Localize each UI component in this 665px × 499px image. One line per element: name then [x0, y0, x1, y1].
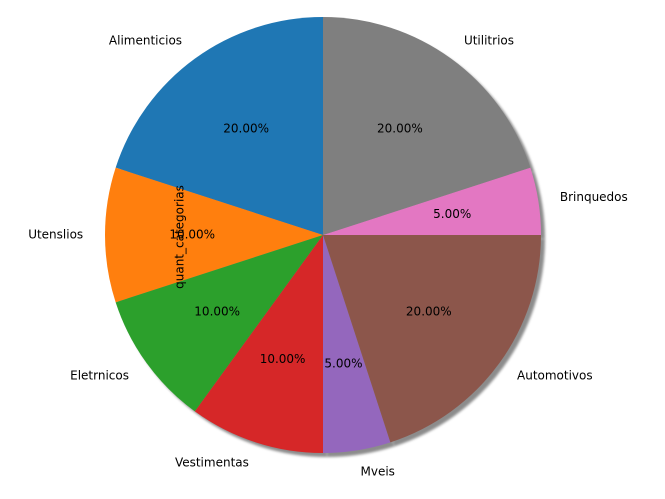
slice-label-eletrnicos: Eletrnicos	[70, 368, 129, 382]
slice-percent-utilitrios: 20.00%	[377, 122, 423, 136]
slice-label-vestimentas: Vestimentas	[175, 456, 249, 470]
pie-slice-mveis	[323, 235, 391, 453]
slice-percent-eletrnicos: 10.00%	[194, 304, 240, 318]
y-axis-label: quant_categorias	[173, 185, 187, 289]
pie-slices	[104, 17, 541, 453]
slice-label-mveis: Mveis	[361, 464, 395, 478]
slice-percent-utenslios: 10.00%	[169, 228, 215, 242]
pie-slice-alimenticios	[115, 17, 323, 235]
slice-label-automotivos: Automotivos	[517, 368, 593, 382]
pie-slice-vestimentas	[194, 235, 323, 453]
slice-label-brinquedos: Brinquedos	[560, 190, 628, 204]
slice-percent-mveis: 5.00%	[324, 357, 362, 371]
slice-label-utilitrios: Utilitrios	[464, 33, 514, 47]
pie-slice-utenslios	[104, 167, 323, 303]
slice-label-alimenticios: Alimenticios	[109, 33, 182, 47]
slice-percent-alimenticios: 20.00%	[223, 122, 269, 136]
slice-percent-brinquedos: 5.00%	[433, 207, 471, 221]
pie-slice-automotivos	[323, 235, 541, 443]
slice-percent-automotivos: 20.00%	[406, 304, 452, 318]
slice-label-utenslios: Utenslios	[28, 228, 83, 242]
pie-slice-brinquedos	[323, 167, 541, 235]
slice-percent-vestimentas: 10.00%	[260, 352, 306, 366]
pie-labels: Alimenticios 20.00% Utenslios 10.00% Eletrni…	[28, 33, 628, 478]
pie-slice-eletrnicos	[115, 235, 323, 412]
pie-slice-utilitrios	[323, 17, 531, 235]
